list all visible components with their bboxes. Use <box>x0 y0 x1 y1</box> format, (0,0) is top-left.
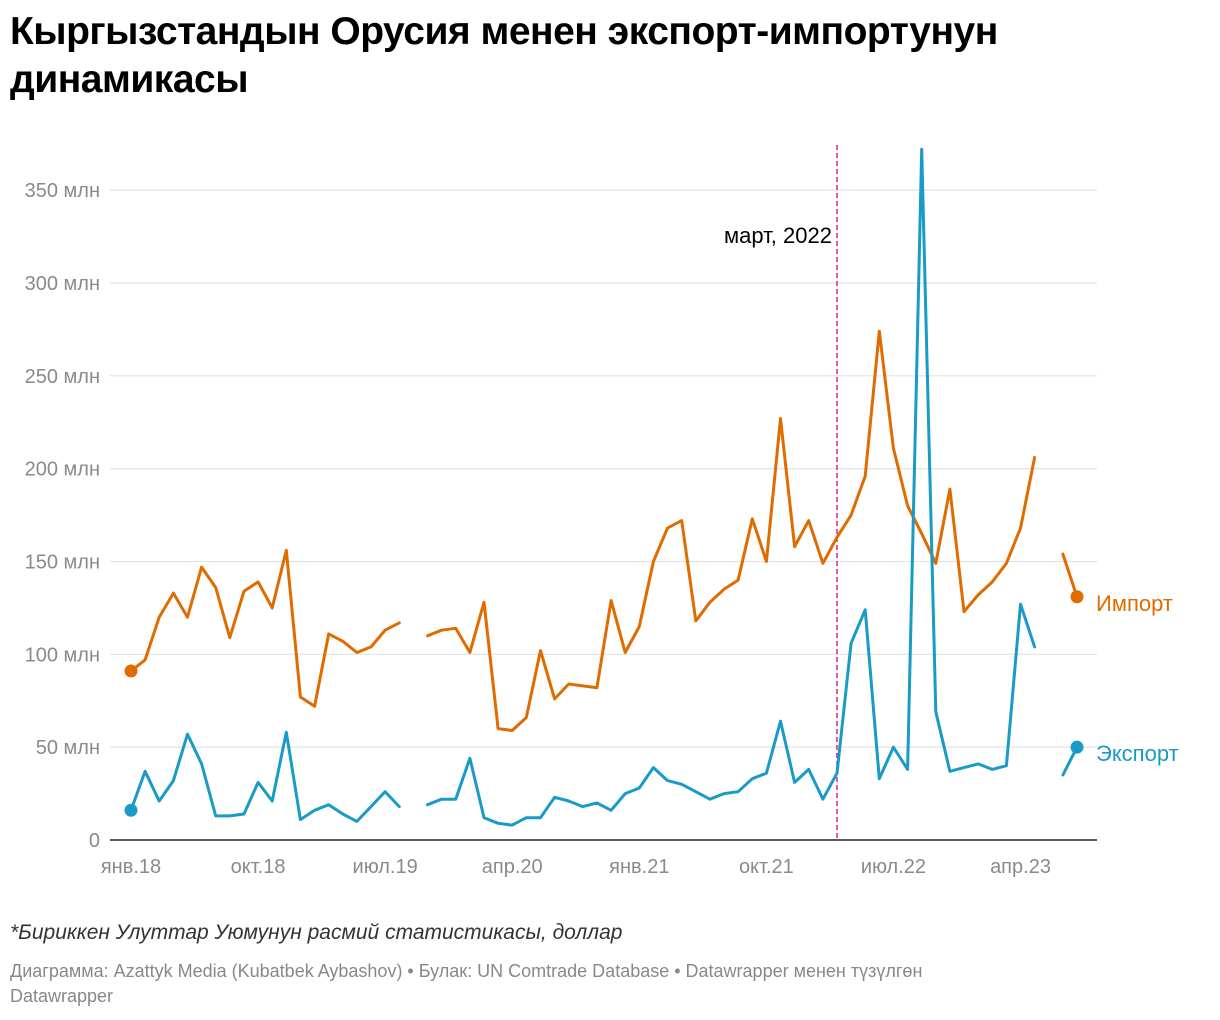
y-tick-label: 100 млн <box>25 644 100 666</box>
x-tick-label: апр.20 <box>482 856 543 878</box>
grid-lines <box>110 189 1097 748</box>
x-tick-label: июл.22 <box>861 856 926 878</box>
credits: Диаграмма: Azattyk Media (Kubatbek Aybas… <box>10 959 1190 1009</box>
x-tick-label: янв.18 <box>101 856 161 878</box>
x-tick-label: окт.21 <box>739 856 794 878</box>
legend-label-import: Импорт <box>1096 591 1173 616</box>
x-tick-label: апр.23 <box>990 856 1051 878</box>
y-tick-label: 50 млн <box>36 737 100 759</box>
y-tick-label: 350 млн <box>25 180 100 202</box>
legend-label-export: Экспорт <box>1096 741 1179 766</box>
chart-title: Кыргызстандын Орусия менен экспорт-импор… <box>10 10 998 101</box>
march-2022-annotation: март, 2022 <box>724 145 838 840</box>
y-tick-label: 150 млн <box>25 551 100 573</box>
y-tick-label: 250 млн <box>25 366 100 388</box>
series-line-export <box>129 147 1079 827</box>
series-end-point-export <box>1070 740 1084 754</box>
annotation-label: март, 2022 <box>724 223 832 248</box>
credits-line-2: Datawrapper <box>10 986 114 1006</box>
y-tick-label: 200 млн <box>25 459 100 481</box>
series-start-point-import <box>124 664 138 678</box>
x-tick-label: янв.21 <box>609 856 669 878</box>
x-axis-ticks: янв.18 окт.18 июл.19 апр.20 янв.21 окт.21 июл.… <box>101 856 1051 878</box>
series-end-point-import <box>1070 590 1084 604</box>
footnote: *Бириккен Улуттар Уюмунун расмий статист… <box>10 921 623 944</box>
y-axis-ticks: 0 50 млн 100 млн 150 млн 200 млн 250 млн 300 м… <box>25 180 100 852</box>
x-tick-label: окт.18 <box>231 856 286 878</box>
series-lines <box>124 147 1084 827</box>
series-start-point-export <box>124 803 138 817</box>
legend: Импорт Экспорт <box>1096 591 1179 766</box>
credits-line-1: Диаграмма: Azattyk Media (Kubatbek Aybas… <box>10 961 923 981</box>
y-tick-label: 300 млн <box>25 273 100 295</box>
x-tick-label: июл.19 <box>353 856 418 878</box>
y-tick-label: 0 <box>89 830 100 852</box>
